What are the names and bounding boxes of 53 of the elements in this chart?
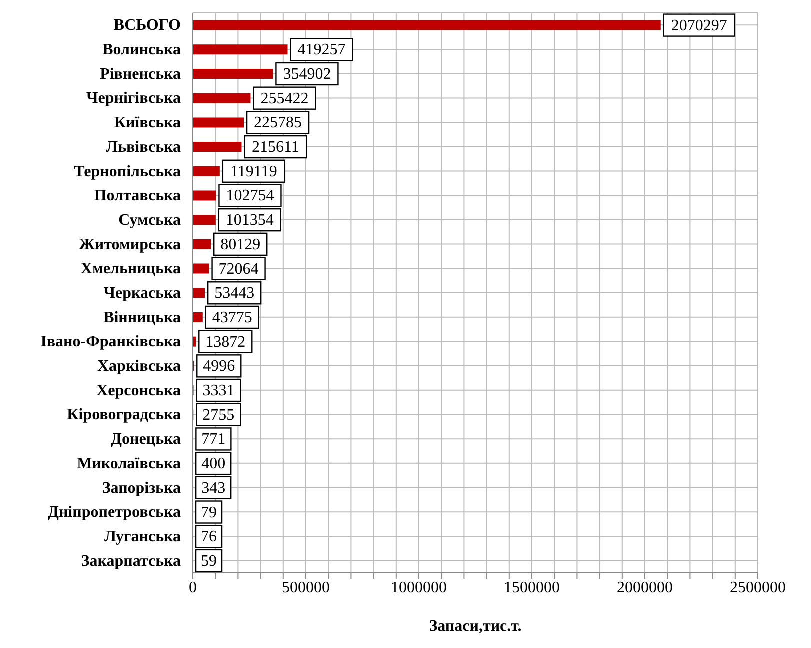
y-tick-label: Луганська <box>104 528 181 546</box>
x-tick-label: 1000000 <box>391 579 447 596</box>
data-label: 3331 <box>202 382 235 400</box>
data-label: 102754 <box>226 188 274 205</box>
data-label: 119119 <box>230 163 278 180</box>
y-tick-label: Вінницька <box>104 309 181 326</box>
data-label: 4996 <box>203 358 236 376</box>
data-label: 771 <box>202 431 226 448</box>
y-tick-label: Харківська <box>98 358 181 376</box>
data-label: 215611 <box>252 139 300 156</box>
data-label: 419257 <box>298 42 346 59</box>
y-tick-label: Київська <box>114 114 181 132</box>
y-tick-label: Запорізька <box>102 480 181 497</box>
data-label: 225785 <box>254 114 302 132</box>
y-tick-label: Тернопільська <box>74 163 181 180</box>
data-label: 79 <box>201 504 218 522</box>
x-tick-label: 1500000 <box>504 579 560 596</box>
y-tick-label: Миколаївська <box>77 455 181 472</box>
x-tick-label: 0 <box>189 579 197 596</box>
y-tick-label: Донецька <box>111 431 181 448</box>
y-tick-label: ВСЬОГО <box>114 17 181 34</box>
data-label: 354902 <box>283 66 332 83</box>
y-tick-label: Херсонська <box>96 382 181 400</box>
data-label: 343 <box>202 480 226 497</box>
x-tick-label: 2500000 <box>730 579 786 596</box>
data-label: 400 <box>202 456 226 473</box>
data-label: 72064 <box>218 260 259 278</box>
y-tick-label: Волинська <box>102 42 181 59</box>
y-tick-label: Івано-Франківська <box>40 334 181 351</box>
data-label: 13872 <box>206 334 246 351</box>
y-tick-label: Хмельницька <box>80 260 181 278</box>
y-tick-label: Львівська <box>106 138 181 156</box>
data-label: 59 <box>201 552 218 570</box>
data-label: 255422 <box>260 90 309 108</box>
x-tick-label: 2000000 <box>617 579 673 596</box>
y-tick-label: Закарпатська <box>81 552 181 570</box>
y-tick-label: Кіровоградська <box>67 406 181 424</box>
data-label: 2070297 <box>671 17 728 34</box>
data-label: 80129 <box>220 236 261 254</box>
y-tick-label: Сумська <box>118 212 181 229</box>
data-label: 101354 <box>226 212 274 230</box>
x-tick-label: 500000 <box>282 579 330 596</box>
y-tick-label: Дніпропетровська <box>48 504 181 522</box>
y-tick-label: Чернігівська <box>86 90 181 108</box>
y-tick-label: Полтавська <box>94 188 181 205</box>
data-label: 43775 <box>212 309 252 326</box>
data-label: 2755 <box>202 406 235 424</box>
data-label: 76 <box>201 528 218 546</box>
y-tick-label: Черкаська <box>104 285 181 302</box>
y-tick-label: Житомирська <box>79 236 181 254</box>
x-axis-title: Запаси,тис.т. <box>429 618 522 635</box>
y-tick-label: Рівненська <box>100 66 181 83</box>
data-label: 53443 <box>214 285 255 302</box>
